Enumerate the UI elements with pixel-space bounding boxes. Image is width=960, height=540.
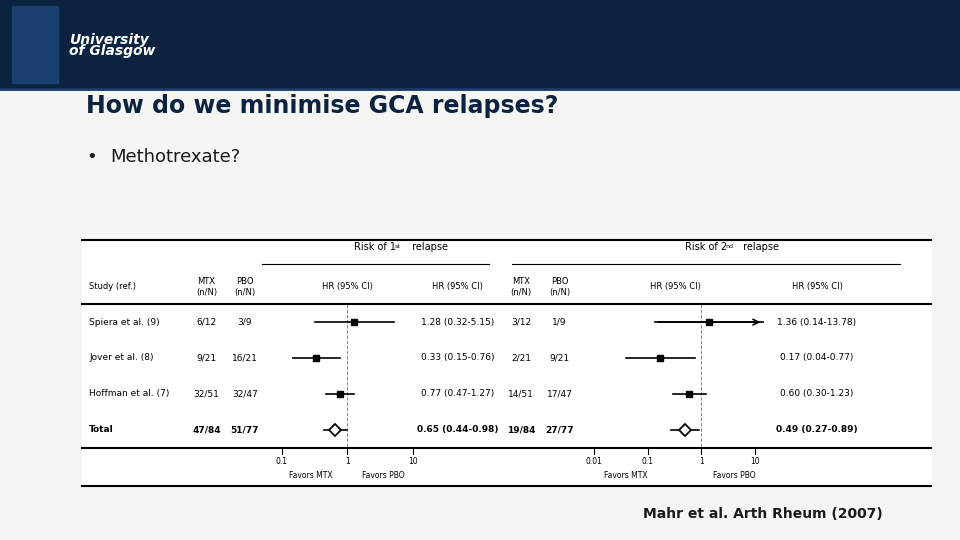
Text: HR (95% CI): HR (95% CI) [433, 282, 483, 292]
Text: Favors MTX: Favors MTX [289, 470, 333, 480]
Text: 1.36 (0.14-13.78): 1.36 (0.14-13.78) [778, 318, 856, 327]
Text: 0.01: 0.01 [586, 457, 602, 467]
Text: 14/51: 14/51 [509, 389, 534, 399]
Text: 0.1: 0.1 [641, 457, 654, 467]
Text: PBO
(n/N): PBO (n/N) [549, 277, 570, 296]
Text: 3/9: 3/9 [237, 318, 252, 327]
Text: 9/21: 9/21 [197, 354, 216, 362]
Text: 0.60 (0.30-1.23): 0.60 (0.30-1.23) [780, 389, 853, 399]
Bar [82, 240, 931, 486]
Text: 1.28 (0.32-5.15): 1.28 (0.32-5.15) [421, 318, 494, 327]
Text: 0.49 (0.27-0.89): 0.49 (0.27-0.89) [776, 425, 858, 434]
Text: 27/77: 27/77 [545, 425, 574, 434]
Text: Spiera et al. (9): Spiera et al. (9) [89, 318, 160, 327]
Text: 17/47: 17/47 [547, 389, 572, 399]
Text: 19/84: 19/84 [507, 425, 536, 434]
Text: Mahr et al. Arth Rheum (2007): Mahr et al. Arth Rheum (2007) [643, 507, 883, 521]
Text: MTX
(n/N): MTX (n/N) [196, 277, 217, 296]
Text: How do we minimise GCA relapses?: How do we minimise GCA relapses? [86, 94, 559, 118]
Text: 1/9: 1/9 [552, 318, 567, 327]
Text: Favors PBO: Favors PBO [362, 470, 404, 480]
Text: st: st [395, 244, 400, 248]
Text: 10: 10 [751, 457, 760, 467]
Text: 32/47: 32/47 [232, 389, 257, 399]
Text: 0.65 (0.44-0.98): 0.65 (0.44-0.98) [418, 425, 498, 434]
Text: Risk of 2: Risk of 2 [685, 242, 727, 252]
Text: HR (95% CI): HR (95% CI) [322, 282, 372, 292]
Text: Favors PBO: Favors PBO [712, 470, 756, 480]
Text: 47/84: 47/84 [192, 425, 221, 434]
Text: Hoffman et al. (7): Hoffman et al. (7) [89, 389, 170, 399]
Text: HR (95% CI): HR (95% CI) [792, 282, 842, 292]
Text: 0.17 (0.04-0.77): 0.17 (0.04-0.77) [780, 354, 853, 362]
Text: 16/21: 16/21 [232, 354, 257, 362]
Text: 2/21: 2/21 [512, 354, 531, 362]
Text: 6/12: 6/12 [197, 318, 216, 327]
Text: Total: Total [89, 425, 114, 434]
Bar [0, 0, 960, 89]
Text: 51/77: 51/77 [230, 425, 259, 434]
Text: 0.77 (0.47-1.27): 0.77 (0.47-1.27) [421, 389, 494, 399]
Text: 9/21: 9/21 [550, 354, 569, 362]
Text: •: • [86, 148, 97, 166]
Text: 1: 1 [345, 457, 349, 467]
Text: HR (95% CI): HR (95% CI) [651, 282, 701, 292]
Text: Risk of 1: Risk of 1 [354, 242, 396, 252]
Bar [12, 6, 58, 83]
Text: nd: nd [726, 244, 733, 248]
Text: relapse: relapse [739, 242, 779, 252]
Text: Study (ref.): Study (ref.) [89, 282, 136, 292]
Text: 0.33 (0.15-0.76): 0.33 (0.15-0.76) [421, 354, 494, 362]
Text: Favors MTX: Favors MTX [605, 470, 648, 480]
Text: relapse: relapse [409, 242, 448, 252]
Text: Methotrexate?: Methotrexate? [110, 148, 241, 166]
Text: University: University [69, 33, 149, 47]
Text: 32/51: 32/51 [194, 389, 219, 399]
Text: 1: 1 [699, 457, 704, 467]
Text: MTX
(n/N): MTX (n/N) [511, 277, 532, 296]
Text: 0.1: 0.1 [276, 457, 288, 467]
Text: of Glasgow: of Glasgow [69, 44, 156, 58]
Text: 3/12: 3/12 [512, 318, 531, 327]
Text: 10: 10 [408, 457, 418, 467]
Text: PBO
(n/N): PBO (n/N) [234, 277, 255, 296]
Text: Jover et al. (8): Jover et al. (8) [89, 354, 154, 362]
